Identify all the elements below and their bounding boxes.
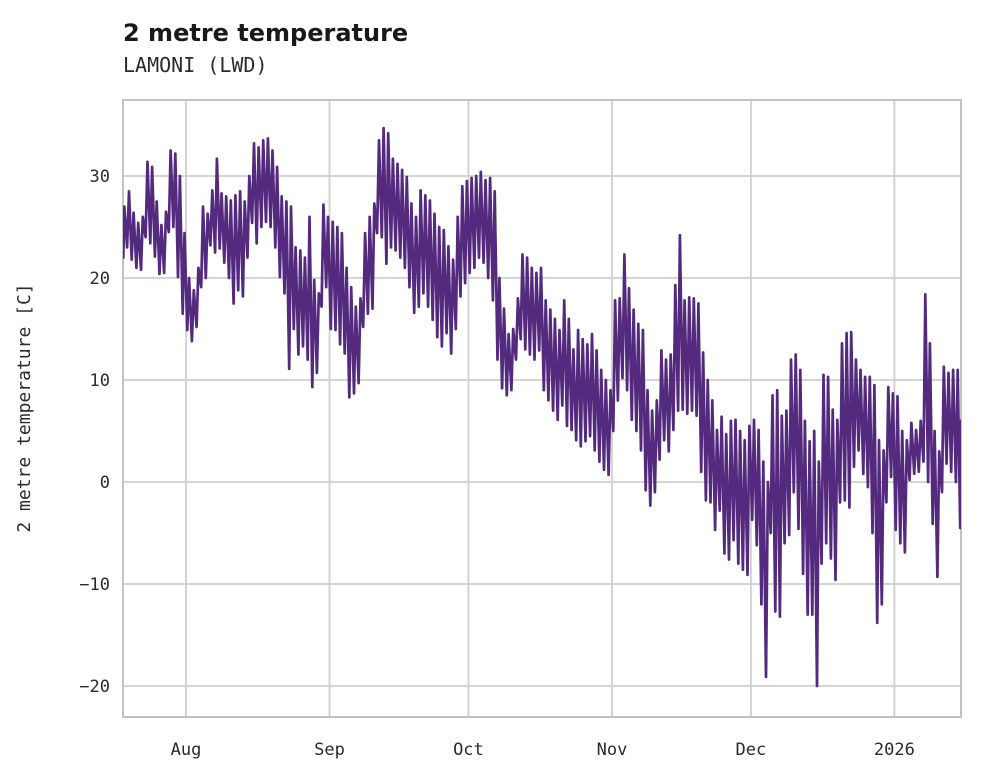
y-tick-label: 30 bbox=[90, 167, 110, 187]
plot-frame bbox=[122, 99, 962, 718]
x-tick-label: Nov bbox=[597, 740, 628, 760]
x-axis-tick-labels: Aug Sep Oct Nov Dec 2026 bbox=[171, 740, 915, 760]
y-axis-label: 2 metre temperature [C] bbox=[14, 283, 35, 532]
y-tick-label: 0 bbox=[100, 473, 110, 493]
x-tick-label: 2026 bbox=[874, 740, 915, 760]
y-axis-tick-labels: 30 20 10 0 −10 −20 bbox=[79, 167, 110, 697]
y-tick-label: 20 bbox=[90, 269, 110, 289]
temperature-line bbox=[123, 126, 961, 688]
x-tick-label: Oct bbox=[453, 740, 484, 760]
y-tick-label: 10 bbox=[90, 371, 110, 391]
y-tick-label: −10 bbox=[79, 575, 110, 595]
x-tick-label: Sep bbox=[314, 740, 345, 760]
x-tick-label: Dec bbox=[736, 740, 767, 760]
x-tick-label: Aug bbox=[171, 740, 202, 760]
chart-title: 2 metre temperature bbox=[123, 19, 408, 47]
chart-subtitle: LAMONI (LWD) bbox=[123, 53, 268, 77]
y-tick-label: −20 bbox=[79, 677, 110, 697]
gridlines bbox=[123, 100, 961, 717]
